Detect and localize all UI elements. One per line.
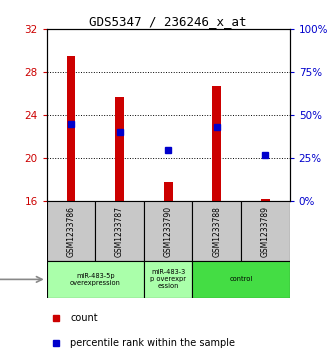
Bar bbox=[144, 201, 192, 261]
Bar bbox=[47, 201, 95, 261]
Text: miR-483-3
p overexpr
ession: miR-483-3 p overexpr ession bbox=[150, 269, 186, 289]
Bar bbox=[115, 97, 124, 201]
Title: GDS5347 / 236246_x_at: GDS5347 / 236246_x_at bbox=[90, 15, 247, 28]
Bar bbox=[261, 199, 270, 201]
Bar bbox=[241, 201, 290, 261]
Bar bbox=[164, 182, 172, 201]
Bar bbox=[47, 261, 144, 298]
Bar bbox=[212, 86, 221, 201]
Bar bbox=[67, 56, 75, 201]
Text: percentile rank within the sample: percentile rank within the sample bbox=[70, 338, 235, 348]
Text: GSM1233788: GSM1233788 bbox=[212, 206, 221, 257]
Bar bbox=[192, 261, 290, 298]
Bar bbox=[192, 201, 241, 261]
Text: GSM1233789: GSM1233789 bbox=[261, 206, 270, 257]
Text: GSM1233787: GSM1233787 bbox=[115, 206, 124, 257]
Text: GSM1233790: GSM1233790 bbox=[164, 206, 173, 257]
Text: control: control bbox=[229, 276, 253, 282]
Bar bbox=[144, 261, 192, 298]
Bar bbox=[95, 201, 144, 261]
Text: miR-483-5p
overexpression: miR-483-5p overexpression bbox=[70, 273, 121, 286]
Text: GSM1233786: GSM1233786 bbox=[66, 206, 76, 257]
Text: count: count bbox=[70, 313, 98, 323]
